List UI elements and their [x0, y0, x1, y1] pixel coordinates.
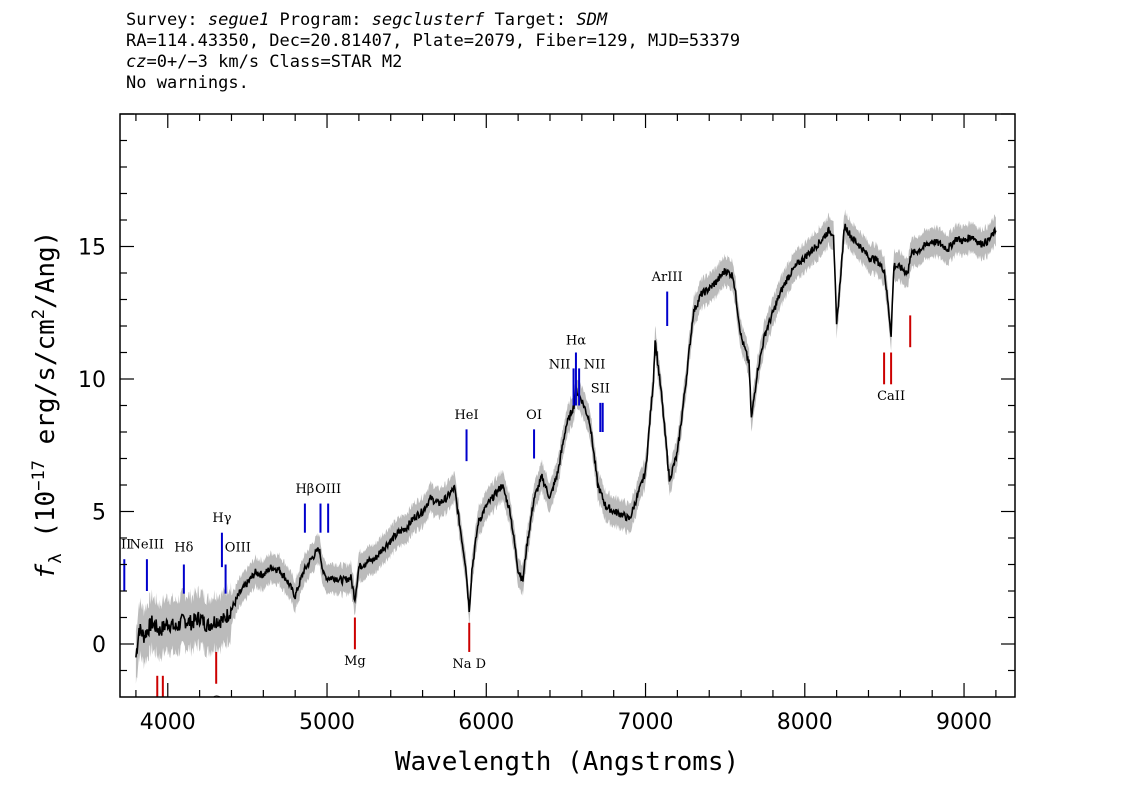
x-tick-label: 4000: [140, 710, 196, 735]
x-tick-label: 6000: [458, 710, 514, 735]
x-tick-label: 8000: [777, 710, 833, 735]
spectrum-header: Survey: segue1 Program: segclusterf Targ…: [126, 10, 740, 94]
spectrum-error-band: [135, 209, 996, 684]
header-line-warnings: No warnings.: [126, 73, 249, 93]
y-tick-label: 15: [78, 236, 106, 261]
axis-ticks: 4000 5000 6000 7000 8000 9000 0 5 10 15: [78, 113, 1015, 735]
emission-line-label: OII: [110, 538, 131, 553]
absorption-line-label: Na D: [452, 657, 486, 672]
emission-line-label: OI: [526, 408, 542, 423]
redshift-class: =0+/−3 km/s Class=STAR M2: [146, 52, 403, 72]
x-tick-label: 9000: [936, 710, 992, 735]
survey-label: Survey:: [126, 10, 208, 30]
absorption-line-label: CaII: [877, 389, 905, 404]
emission-line-label: NeIII: [130, 538, 164, 553]
y-tick-label: 0: [92, 633, 106, 658]
x-tick-label: 5000: [299, 710, 355, 735]
absorption-line-label: G: [211, 694, 221, 709]
target-value: SDM: [576, 10, 608, 30]
header-line-coordinates: RA=114.43350, Dec=20.81407, Plate=2079, …: [126, 31, 741, 51]
program-label: Program:: [269, 10, 372, 30]
emission-line-label: Hα: [566, 334, 586, 349]
target-label: Target:: [484, 10, 577, 30]
survey-value: segue1: [207, 10, 270, 30]
spectrum-line: [135, 223, 997, 658]
emission-line-label: SII: [591, 381, 610, 396]
error-band: [135, 209, 996, 684]
y-tick-label: 5: [92, 501, 106, 526]
emission-line-label: OIII: [315, 482, 341, 497]
plot-frame: [119, 113, 1016, 698]
emission-line-label: Hγ: [212, 511, 231, 526]
emission-line-label: ArIII: [651, 270, 683, 285]
header-line-redshift: cz=0+/−3 km/s Class=STAR M2: [126, 52, 740, 73]
spectrum-line-group: [135, 223, 997, 658]
y-tick-label: 10: [78, 368, 106, 393]
absorption-line-label: Mg: [344, 654, 366, 669]
emission-line-label: NII: [584, 357, 606, 372]
program-value: segclusterf: [371, 10, 485, 30]
emission-line-label: HeI: [454, 408, 478, 423]
emission-line-label: OIII: [225, 540, 251, 555]
x-axis-title: Wavelength (Angstroms): [395, 747, 739, 777]
x-tick-label: 7000: [618, 710, 674, 735]
y-axis-title: fλ (10−17 erg/s/cm2/Ang): [29, 231, 66, 580]
emission-line-label: Hδ: [174, 540, 193, 555]
emission-line-label: Hβ: [295, 482, 314, 497]
emission-line-label: NII: [549, 357, 571, 372]
cz-label: cz: [126, 52, 147, 72]
header-line-survey: Survey: segue1 Program: segclusterf Targ…: [126, 10, 740, 31]
